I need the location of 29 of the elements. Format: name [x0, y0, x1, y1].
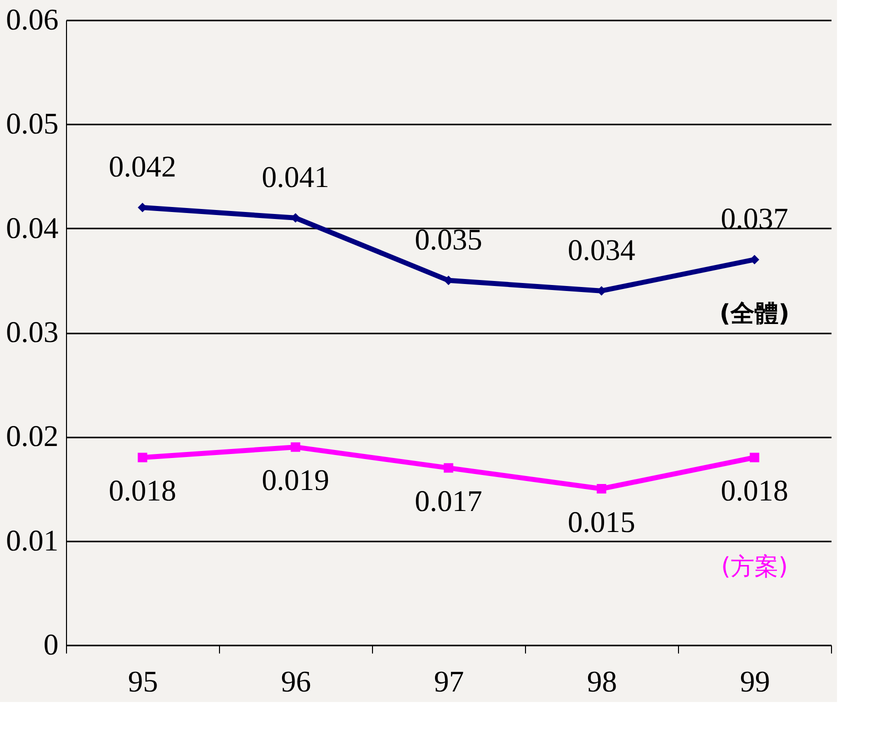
data-label: 0.015 — [568, 506, 636, 539]
series-label: (全體) — [720, 300, 790, 328]
x-tick-label: 99 — [740, 666, 770, 698]
y-tick-label: 0.01 — [6, 524, 58, 558]
data-label: 0.034 — [568, 234, 636, 267]
data-label: 0.018 — [108, 474, 176, 508]
data-label: 0.018 — [720, 474, 788, 508]
y-tick-label: 0.06 — [6, 4, 58, 36]
data-label: 0.042 — [108, 150, 176, 184]
point — [138, 452, 148, 462]
y-tick-label: 0 — [44, 628, 58, 662]
x-tick-label: 95 — [128, 666, 158, 698]
point — [444, 463, 454, 473]
point — [596, 484, 606, 494]
point — [290, 442, 300, 452]
y-tick-label: 0.03 — [6, 316, 58, 349]
y-tick-label: 0.05 — [6, 108, 58, 141]
data-label: 0.017 — [414, 484, 482, 518]
x-tick-label: 96 — [281, 666, 311, 698]
point — [750, 452, 760, 462]
text: (方案) — [721, 552, 788, 580]
x-tick-label: 97 — [434, 666, 464, 698]
data-label: 0.035 — [414, 223, 482, 256]
data-label: 0.041 — [262, 160, 330, 194]
data-label: 0.037 — [720, 202, 788, 236]
y-tick-label: 0.04 — [6, 212, 58, 245]
x-tick-label: 98 — [587, 666, 617, 698]
data-label: 0.019 — [262, 464, 330, 498]
y-tick-label: 0.02 — [6, 420, 58, 454]
